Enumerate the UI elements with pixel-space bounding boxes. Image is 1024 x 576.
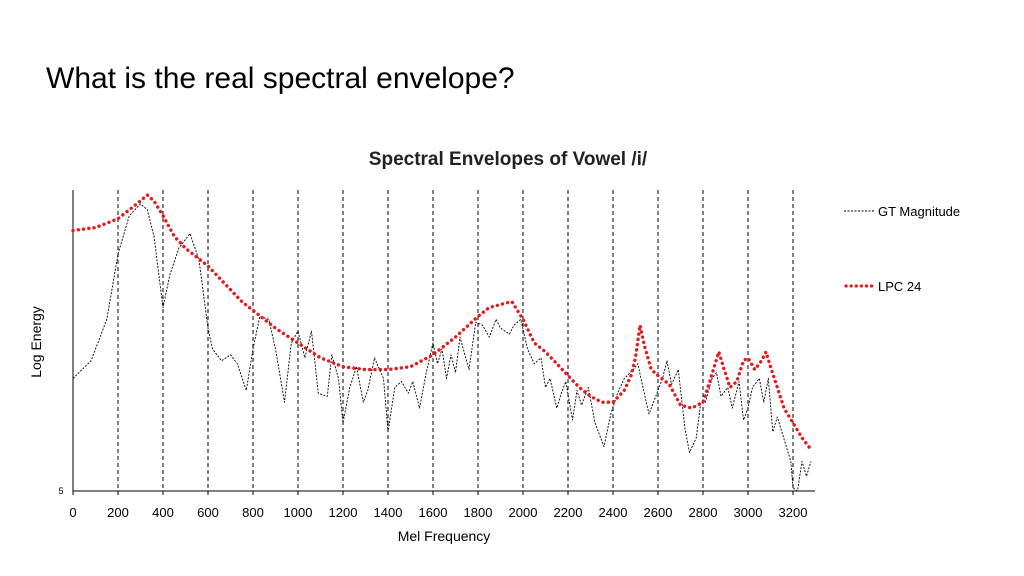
x-tick-label: 1200: [329, 505, 358, 520]
x-tick-label: 3200: [779, 505, 808, 520]
axes: [72, 190, 815, 492]
series-layer: [71, 193, 813, 492]
x-tick-label: 800: [242, 505, 264, 520]
legend-gt-label: GT Magnitude: [878, 204, 960, 219]
chart-title: Spectral Envelopes of Vowel /i/: [369, 149, 648, 170]
slide-title: What is the real spectral envelope?: [46, 62, 515, 95]
legend: GT Magnitude LPC 24: [844, 204, 960, 294]
x-tick-label: 1600: [419, 505, 448, 520]
series-lpc24-line: [71, 193, 813, 452]
x-tick-label: 2000: [509, 505, 538, 520]
x-tick-label: 600: [197, 505, 219, 520]
vertical-gridlines: [117, 190, 794, 491]
legend-lpc-label: LPC 24: [878, 279, 921, 294]
x-tick-labels: 0 200 400 600 800 1000 1200 1400 1600 1800 2000 220…: [69, 491, 807, 520]
x-tick-label: 200: [107, 505, 129, 520]
x-axis-label: Mel Frequency: [398, 528, 491, 544]
x-tick-label: 2200: [554, 505, 583, 520]
x-tick-label: 400: [152, 505, 174, 520]
x-tick-label: 0: [69, 505, 76, 520]
y-corner-label: 5: [58, 486, 63, 496]
x-tick-label: 2800: [689, 505, 718, 520]
x-tick-label: 3000: [734, 505, 763, 520]
series-gt-magnitude-line: [72, 203, 812, 492]
x-tick-label: 2400: [599, 505, 628, 520]
x-tick-label: 1000: [284, 505, 313, 520]
y-axis-label: Log Energy: [28, 306, 44, 378]
x-tick-label: 1400: [374, 505, 403, 520]
x-tick-label: 1800: [464, 505, 493, 520]
x-tick-label: 2600: [644, 505, 673, 520]
